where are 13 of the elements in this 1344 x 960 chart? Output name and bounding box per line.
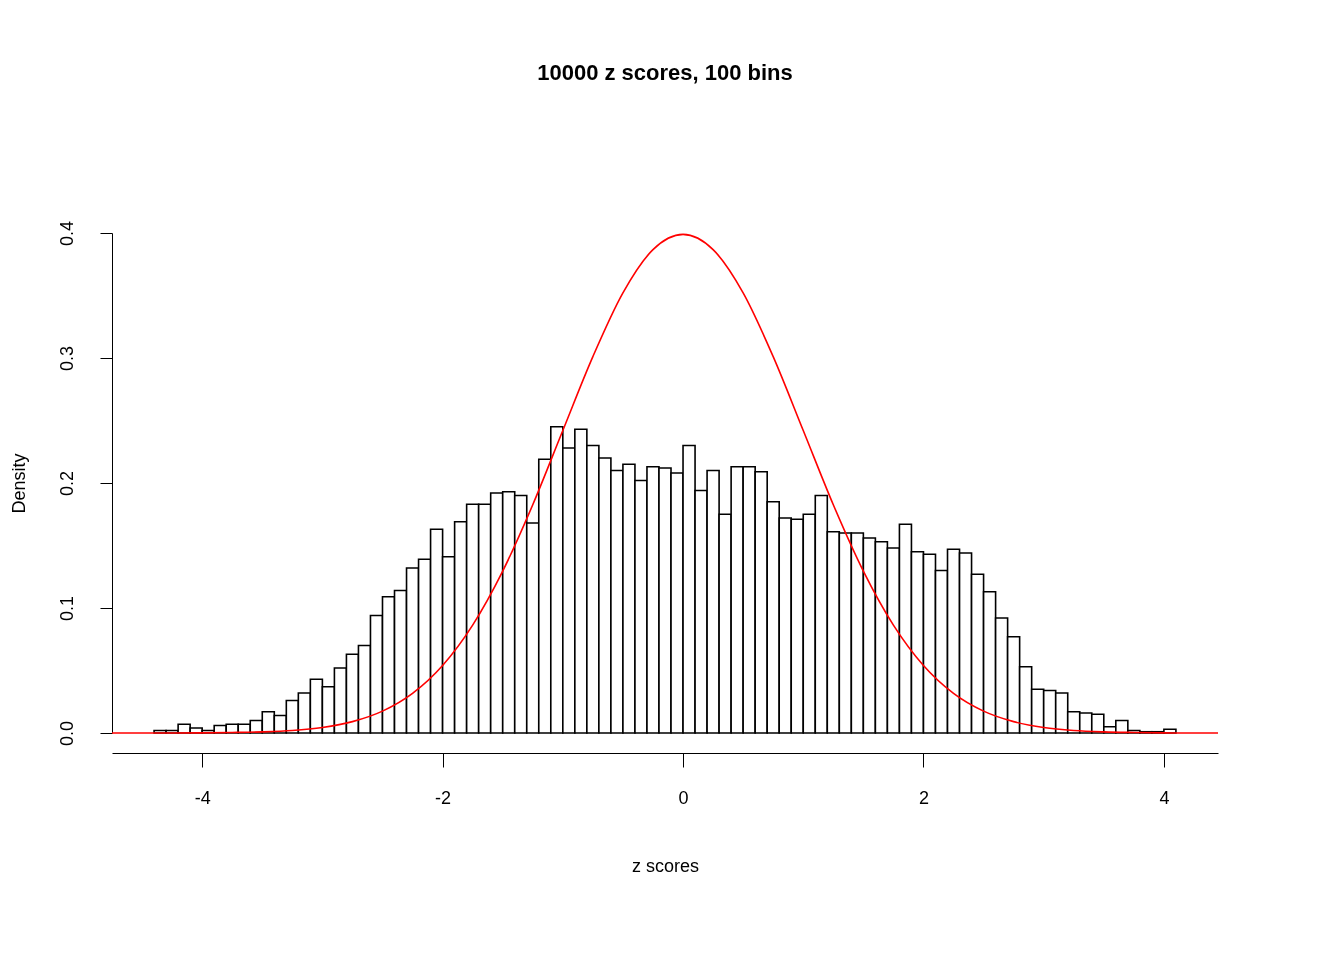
- y-tick-label: 0.3: [56, 345, 77, 372]
- y-tick-label: 0.0: [56, 720, 77, 747]
- x-tick-label: 2: [918, 787, 929, 808]
- x-tick-label: 4: [1159, 787, 1170, 808]
- x-axis-title: z scores: [631, 855, 700, 876]
- x-tick-label: -4: [194, 787, 211, 808]
- y-tick-label: 0.2: [56, 470, 77, 497]
- x-tick-label: -2: [435, 787, 452, 808]
- y-axis-title: Density: [8, 453, 29, 514]
- chart-title: 10000 z scores, 100 bins: [537, 60, 793, 86]
- y-tick-label: 0.1: [56, 595, 77, 622]
- x-tick-label: 0: [678, 787, 689, 808]
- y-tick-label: 0.4: [56, 220, 77, 247]
